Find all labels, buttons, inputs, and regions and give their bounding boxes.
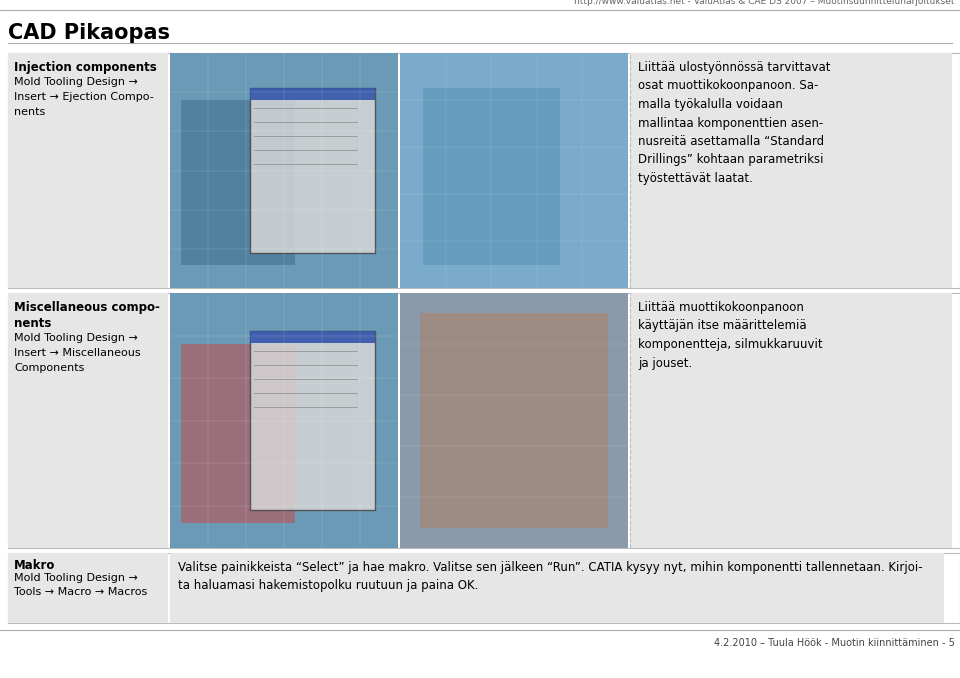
Bar — [170, 293, 398, 548]
Text: Liittää ulostyönnössä tarvittavat
osat muottikokoonpanoon. Sa-
malla työkalulla : Liittää ulostyönnössä tarvittavat osat m… — [638, 61, 830, 185]
Text: Liittää muottikokoonpanoon
käyttäjän itse määrittelemiä
komponentteja, silmukkar: Liittää muottikokoonpanoon käyttäjän its… — [638, 301, 823, 370]
Text: http://www.valuatlas.net - ValuAtlas & CAE DS 2007 – Muotinsuunnitteluharjoituks: http://www.valuatlas.net - ValuAtlas & C… — [574, 0, 955, 6]
Bar — [8, 293, 960, 548]
Bar — [8, 53, 168, 288]
Text: Mold Tooling Design →
Insert → Ejection Compo-
nents: Mold Tooling Design → Insert → Ejection … — [14, 77, 154, 117]
Bar — [400, 293, 628, 548]
Bar — [8, 553, 168, 623]
Bar — [181, 344, 296, 523]
Bar — [8, 53, 960, 288]
Bar — [420, 313, 608, 528]
Bar — [250, 88, 375, 100]
Text: Miscellaneous compo-
nents: Miscellaneous compo- nents — [14, 301, 160, 330]
Bar — [181, 100, 296, 264]
Text: Makro: Makro — [14, 559, 56, 572]
Bar — [8, 553, 960, 623]
Bar — [250, 332, 375, 343]
Bar — [170, 53, 398, 288]
Bar — [630, 293, 952, 548]
Bar — [250, 88, 375, 253]
Bar — [170, 553, 944, 623]
Bar — [422, 88, 560, 264]
Bar — [630, 53, 952, 288]
Text: 4.2.2010 – Tuula Höök - Muotin kiinnittäminen - 5: 4.2.2010 – Tuula Höök - Muotin kiinnittä… — [714, 638, 955, 648]
Text: Mold Tooling Design →
Tools → Macro → Macros: Mold Tooling Design → Tools → Macro → Ma… — [14, 573, 147, 597]
Bar — [250, 332, 375, 510]
Text: Valitse painikkeista “Select” ja hae makro. Valitse sen jälkeen “Run”. CATIA kys: Valitse painikkeista “Select” ja hae mak… — [178, 561, 923, 593]
Text: Injection components: Injection components — [14, 61, 156, 74]
Text: CAD Pikaopas: CAD Pikaopas — [8, 23, 170, 43]
Bar — [8, 293, 168, 548]
Text: Mold Tooling Design →
Insert → Miscellaneous
Components: Mold Tooling Design → Insert → Miscellan… — [14, 333, 140, 373]
Bar — [400, 53, 628, 288]
